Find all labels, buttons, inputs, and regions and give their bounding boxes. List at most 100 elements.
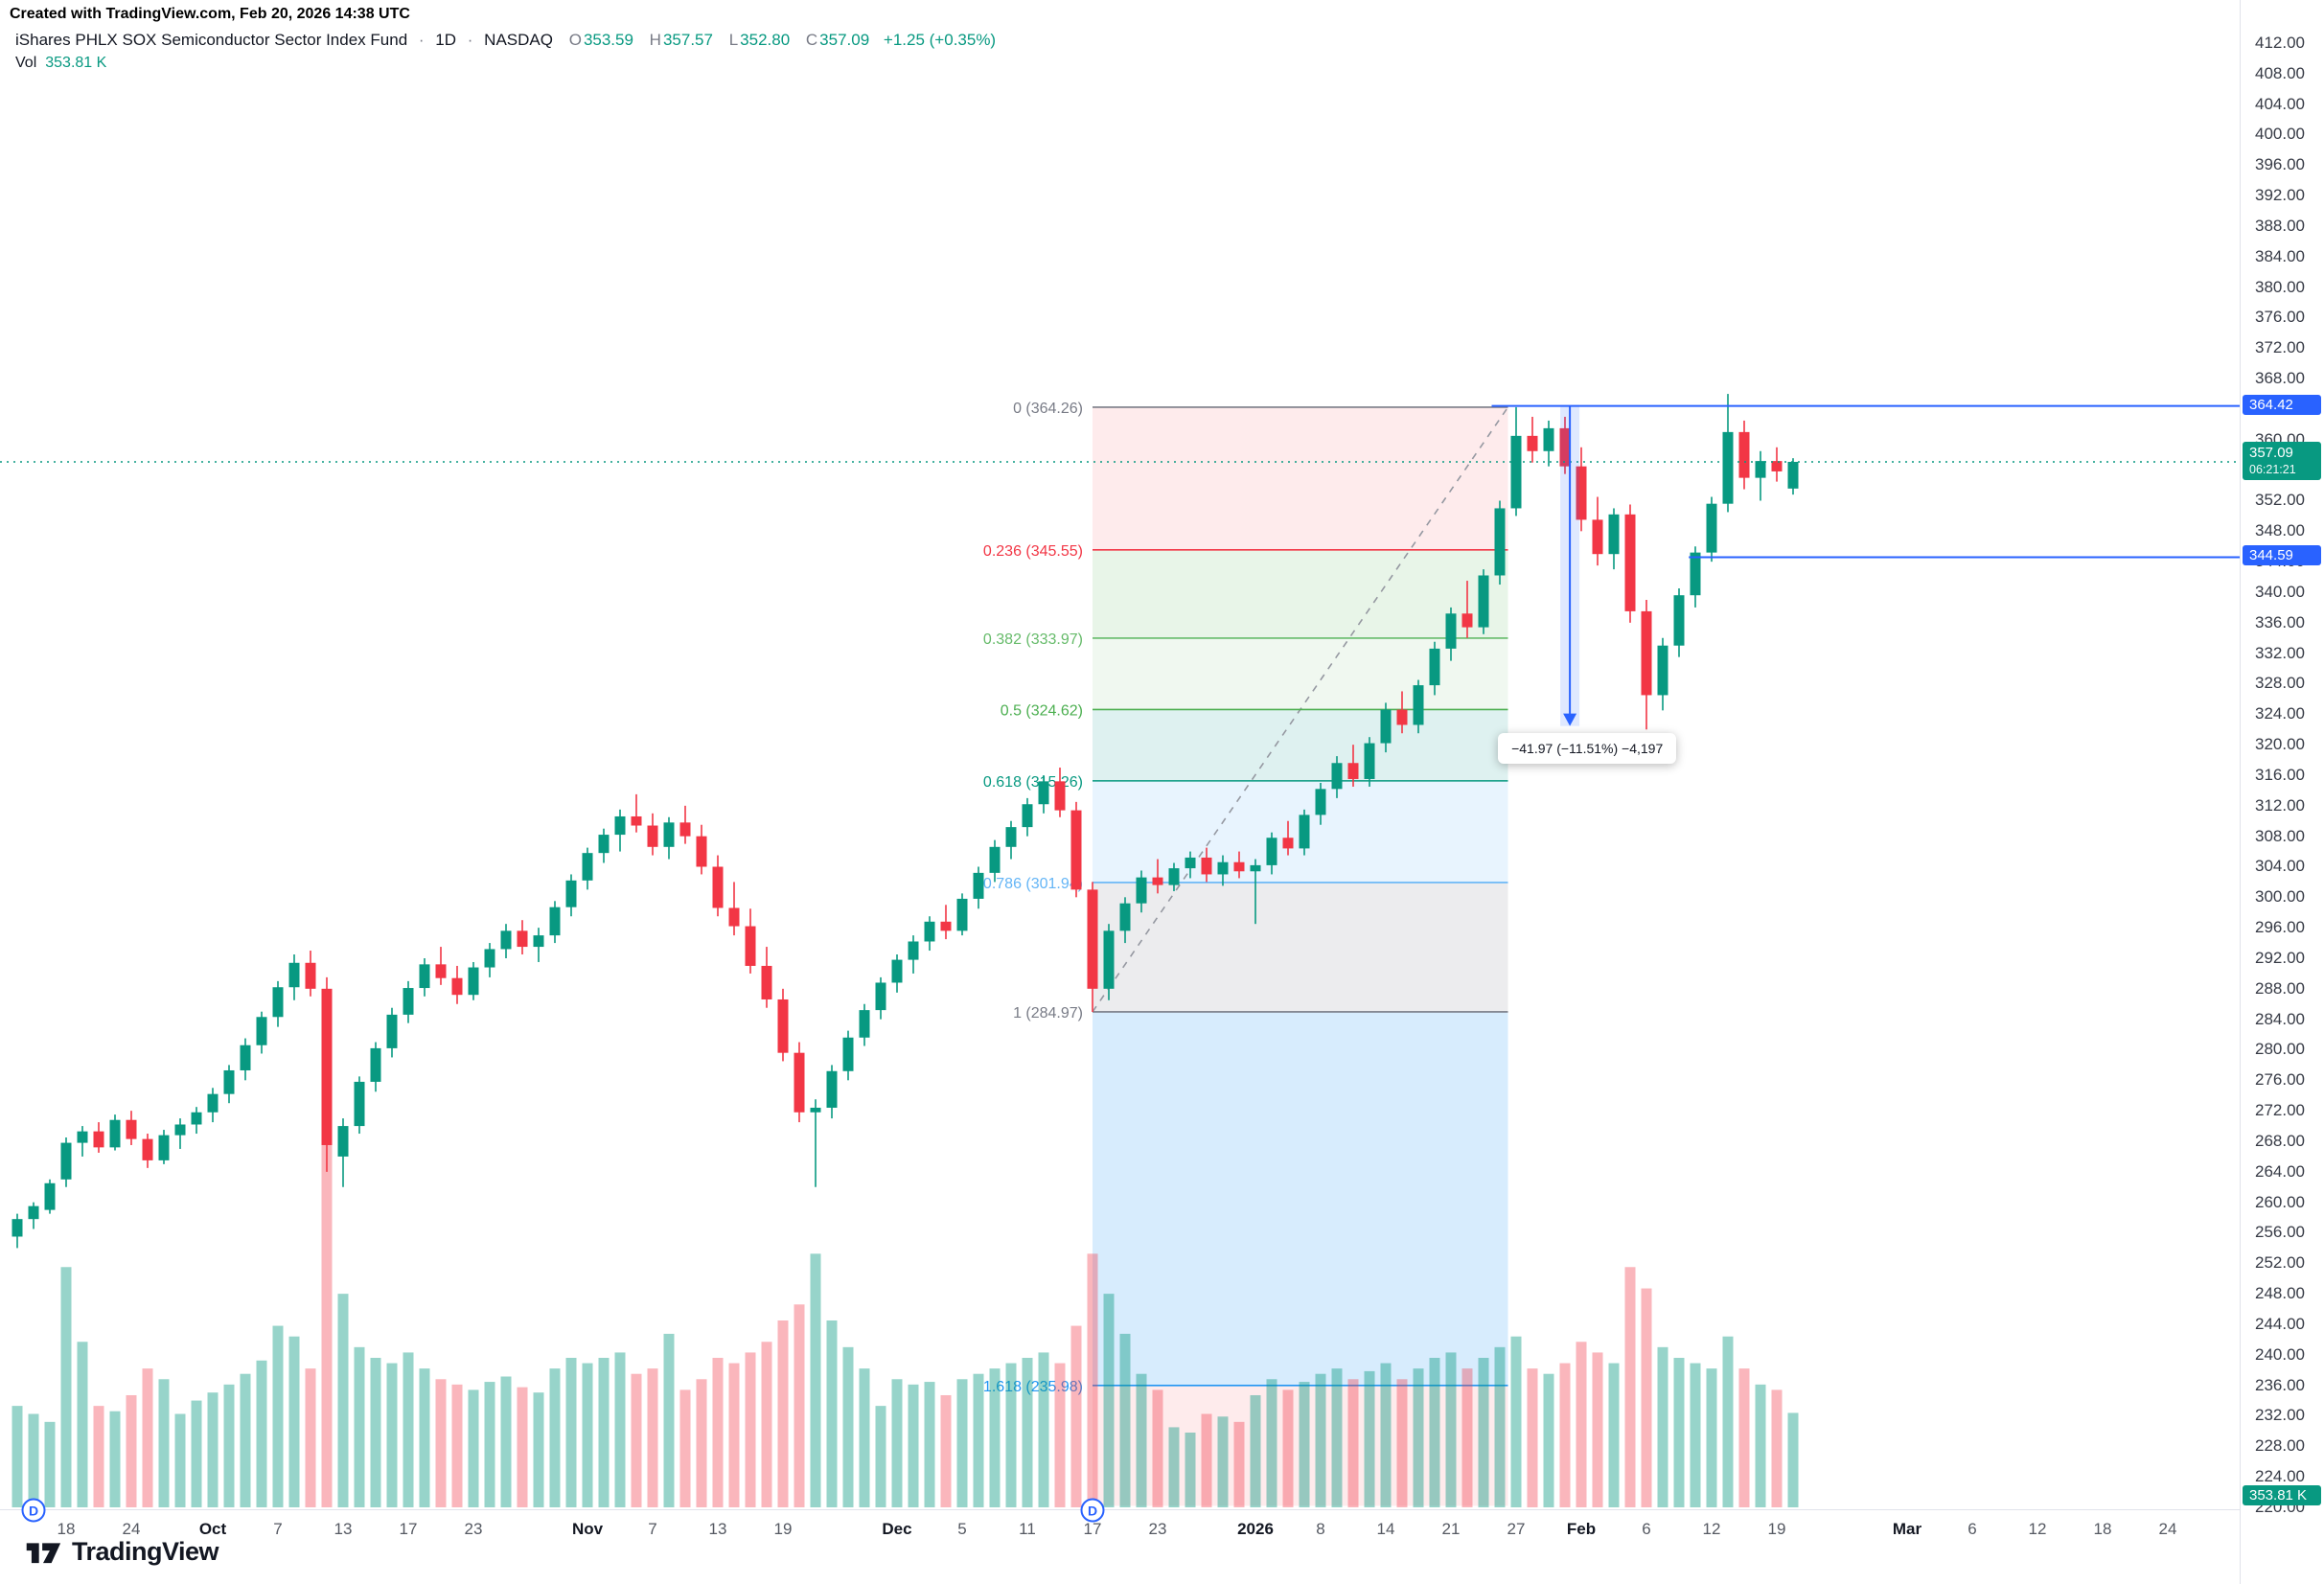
candle-body xyxy=(956,898,968,931)
volume-bar xyxy=(1559,1363,1571,1507)
price-tick: 228.00 xyxy=(2255,1436,2305,1456)
volume-bar xyxy=(1494,1346,1506,1507)
time-tick: 5 xyxy=(957,1520,967,1538)
candle-body xyxy=(321,988,333,1145)
exchange-label: NASDAQ xyxy=(484,31,553,49)
dividend-marker[interactable]: D xyxy=(1080,1498,1105,1523)
candle-body xyxy=(1461,613,1473,628)
candle-body xyxy=(191,1112,202,1125)
candle-body xyxy=(875,982,886,1011)
volume-bar xyxy=(712,1357,724,1507)
price-tick: 340.00 xyxy=(2255,582,2305,601)
candle-body xyxy=(1787,461,1799,489)
price-tick: 264.00 xyxy=(2255,1161,2305,1181)
fib-band xyxy=(1093,882,1508,1012)
volume-bar xyxy=(1657,1346,1668,1507)
price-tick: 256.00 xyxy=(2255,1223,2305,1242)
volume-bar xyxy=(93,1406,104,1507)
chart-canvas[interactable]: 0 (364.26) 0.236 (345.55) 0.382 (333.97) 0.… xyxy=(0,0,2240,1509)
candle-body xyxy=(663,822,675,847)
price-tick: 268.00 xyxy=(2255,1131,2305,1150)
price-tick: 404.00 xyxy=(2255,94,2305,113)
volume-bar xyxy=(728,1363,740,1507)
fib-level-label: 0.618 (315.26) xyxy=(983,774,1083,791)
volume-bar xyxy=(1543,1373,1554,1507)
volume-bar xyxy=(1396,1379,1408,1507)
candle-body xyxy=(631,815,642,826)
dividend-marker[interactable]: D xyxy=(21,1498,46,1523)
candle-body xyxy=(435,964,447,978)
price-tick: 232.00 xyxy=(2255,1406,2305,1425)
symbol-title[interactable]: iShares PHLX SOX Semiconductor Sector In… xyxy=(15,31,408,49)
volume-bar xyxy=(679,1389,691,1507)
volume-bar xyxy=(891,1379,903,1507)
time-tick: 13 xyxy=(334,1520,353,1538)
time-tick: Mar xyxy=(1892,1520,1922,1538)
candle-body xyxy=(1559,427,1571,467)
candle-body xyxy=(761,965,772,999)
time-tick: 13 xyxy=(708,1520,727,1538)
volume-bar xyxy=(1364,1370,1375,1507)
fib-level-label: 0.786 (301.94) xyxy=(983,876,1083,892)
volume-bar xyxy=(663,1333,675,1507)
volume-bar xyxy=(435,1379,447,1507)
candle-body xyxy=(842,1037,854,1071)
candle-body xyxy=(647,825,658,847)
volume-bar xyxy=(28,1413,39,1507)
time-tick: 27 xyxy=(1507,1520,1526,1538)
candle-body xyxy=(1299,815,1310,849)
candle-body xyxy=(712,866,724,908)
volume-bar xyxy=(1233,1421,1245,1507)
separator: · xyxy=(418,31,425,49)
candle-body xyxy=(1527,435,1538,451)
candle-body xyxy=(386,1014,398,1048)
candle-body xyxy=(207,1093,219,1113)
candle-body xyxy=(891,959,903,983)
candle-body xyxy=(973,872,984,899)
time-tick: 6 xyxy=(1967,1520,1977,1538)
candle-body xyxy=(1722,431,1734,504)
volume-bar xyxy=(1380,1363,1392,1507)
candle-body xyxy=(272,987,284,1018)
price-tick: 312.00 xyxy=(2255,795,2305,815)
candle-body xyxy=(1022,804,1033,828)
volume-bar xyxy=(1005,1363,1017,1507)
volume-bar xyxy=(174,1413,186,1507)
volume-bar xyxy=(598,1357,610,1507)
close-label: C xyxy=(805,31,818,49)
chart-plot-area[interactable]: 0 (364.26) 0.236 (345.55) 0.382 (333.97) 0.… xyxy=(0,0,2240,1509)
price-tick: 324.00 xyxy=(2255,704,2305,723)
price-tick: 276.00 xyxy=(2255,1070,2305,1090)
tradingview-logo[interactable]: TradingView xyxy=(25,1533,219,1570)
candle-body xyxy=(77,1131,88,1143)
interval-label[interactable]: 1D xyxy=(435,31,457,49)
candle-body xyxy=(728,907,740,927)
candle-body xyxy=(468,967,479,996)
volume-bar xyxy=(1315,1373,1326,1507)
candle-body xyxy=(614,815,626,836)
candle-body xyxy=(1478,575,1489,628)
high-label: H xyxy=(649,31,661,49)
volume-bar xyxy=(761,1342,772,1507)
candle-body xyxy=(1380,709,1392,744)
volume-bar xyxy=(1445,1352,1457,1507)
volume-bar xyxy=(614,1352,626,1507)
volume-bar xyxy=(468,1389,479,1507)
price-label-ray-344: 344.59 xyxy=(2243,545,2321,566)
candle-body xyxy=(370,1047,381,1082)
volume-bar xyxy=(1429,1357,1440,1507)
volume-bar xyxy=(1331,1368,1343,1507)
volume-bar xyxy=(305,1368,316,1507)
price-axis[interactable]: 412.00 408.00 404.00 400.00 396.00 392.00 388.… xyxy=(2240,0,2324,1584)
last-price-label: 357.09 06:21:21 xyxy=(2243,441,2321,480)
price-tick: 412.00 xyxy=(2255,34,2305,52)
volume-bar xyxy=(631,1373,642,1507)
candle-body xyxy=(1152,877,1163,885)
candle-body xyxy=(1217,861,1229,875)
time-tick: 18 xyxy=(57,1520,76,1538)
fib-band xyxy=(1093,1011,1508,1386)
price-tick: 240.00 xyxy=(2255,1344,2305,1364)
time-axis[interactable]: 18 24 Oct 7 13 17 23 Nov 7 13 19 Dec 5 11 17 23 2026 8 14 2… xyxy=(0,1498,2240,1584)
time-tick: 14 xyxy=(1376,1520,1395,1538)
candle-body xyxy=(777,999,789,1053)
